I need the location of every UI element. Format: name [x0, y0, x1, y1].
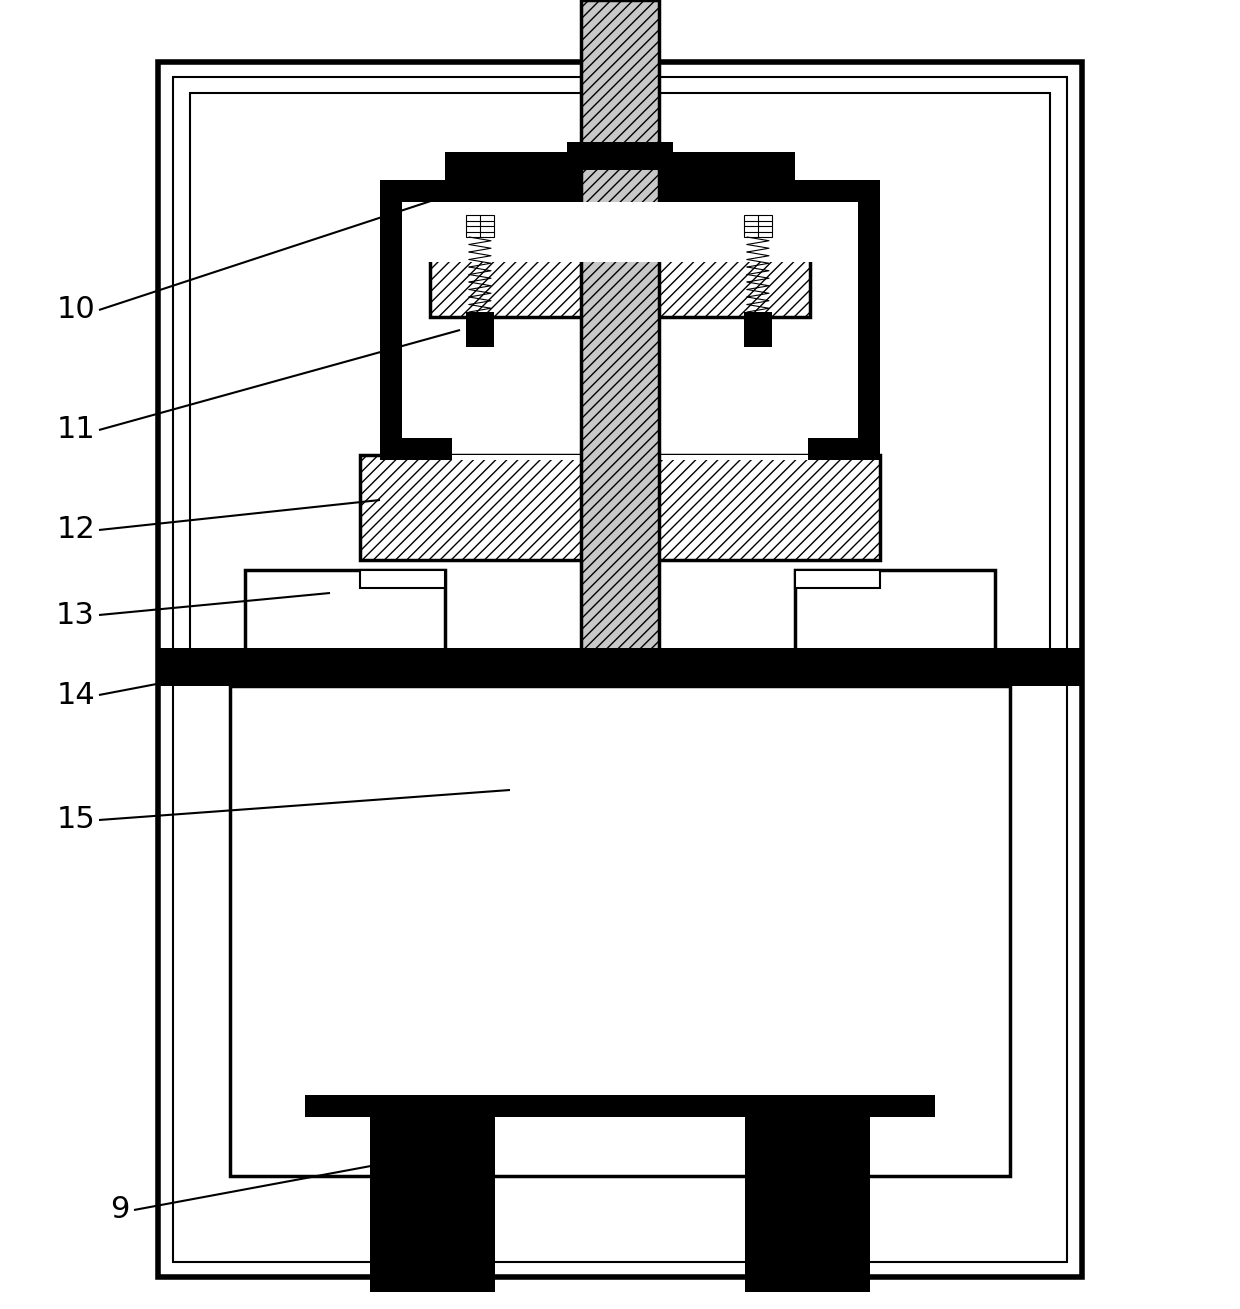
Bar: [744, 215, 773, 237]
Bar: [360, 456, 880, 560]
Bar: [567, 141, 673, 170]
Bar: [174, 77, 1066, 1262]
Bar: [157, 62, 1083, 1278]
Bar: [744, 312, 773, 347]
Text: 10: 10: [56, 296, 95, 325]
Bar: [466, 312, 494, 347]
Text: 14: 14: [56, 681, 95, 709]
Bar: [858, 181, 880, 459]
Bar: [402, 456, 858, 459]
Bar: [379, 181, 402, 459]
Bar: [246, 569, 445, 660]
Text: 12: 12: [56, 516, 95, 545]
Bar: [156, 648, 1084, 686]
Bar: [795, 569, 880, 588]
Bar: [190, 93, 1050, 673]
Bar: [808, 439, 858, 459]
Text: 9: 9: [110, 1195, 130, 1224]
Bar: [582, 0, 658, 679]
Bar: [229, 686, 1011, 1175]
Bar: [305, 1096, 935, 1117]
Text: 15: 15: [56, 805, 95, 835]
Bar: [402, 439, 453, 459]
Text: 11: 11: [56, 415, 95, 445]
Bar: [795, 569, 994, 660]
Bar: [453, 202, 808, 253]
Bar: [445, 152, 795, 181]
Bar: [745, 1117, 870, 1292]
Bar: [360, 569, 445, 588]
Bar: [402, 202, 858, 262]
Bar: [379, 181, 880, 202]
Bar: [370, 1117, 495, 1292]
Bar: [466, 215, 494, 237]
Text: 13: 13: [56, 601, 95, 630]
Bar: [430, 202, 810, 317]
